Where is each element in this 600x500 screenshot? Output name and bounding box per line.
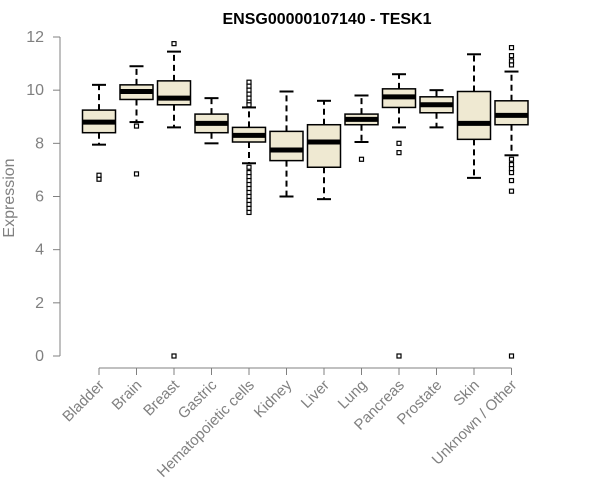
y-tick-label: 12 xyxy=(26,29,44,46)
iqr-box xyxy=(494,100,529,126)
box-gastric xyxy=(194,97,229,145)
outlier-point xyxy=(133,171,140,177)
y-tick-label: 10 xyxy=(26,82,44,99)
box-kidney xyxy=(269,90,304,198)
iqr-box xyxy=(456,90,492,141)
box-lung xyxy=(344,94,379,162)
y-tick-label: 6 xyxy=(35,189,44,206)
outlier-point xyxy=(508,188,515,194)
outlier-point xyxy=(171,41,177,47)
iqr-box xyxy=(306,123,342,169)
y-axis-label: Expression xyxy=(1,158,18,237)
box-liver xyxy=(306,99,342,201)
iqr-box xyxy=(269,130,304,162)
box-pancreas xyxy=(381,73,417,359)
outlier-point xyxy=(396,353,402,359)
y-tick-label: 4 xyxy=(35,242,44,259)
outlier-point xyxy=(133,123,140,129)
outlier-point xyxy=(508,156,515,162)
outlier-point xyxy=(396,150,402,156)
outlier-point xyxy=(246,102,252,108)
outlier-point xyxy=(508,45,515,51)
y-tick-label: 0 xyxy=(35,348,44,365)
outlier-point xyxy=(171,353,177,359)
outlier-point xyxy=(508,177,515,184)
category-label: Liver xyxy=(298,377,333,412)
box-brain xyxy=(119,65,154,177)
outlier-point xyxy=(508,53,515,59)
y-axis: 0 2 4 6 8 10 12 xyxy=(26,29,61,365)
box-breast xyxy=(156,41,192,359)
outlier-point xyxy=(246,164,252,170)
box-hematopoietic-cells xyxy=(231,79,267,216)
box-bladder xyxy=(81,83,117,182)
category-label: Skin xyxy=(450,377,483,410)
box-prostate xyxy=(419,89,454,129)
category-label: Bladder xyxy=(59,377,108,426)
outlier-point xyxy=(246,209,252,216)
outlier-point xyxy=(508,169,515,176)
outlier-point xyxy=(96,172,102,178)
iqr-box xyxy=(156,80,192,106)
box-unknown-other xyxy=(494,45,529,359)
outlier-point xyxy=(508,62,515,68)
y-tick-label: 8 xyxy=(35,135,44,152)
outlier-point xyxy=(358,156,365,162)
boxes-group xyxy=(81,41,529,359)
category-label: Kidney xyxy=(251,376,296,421)
outlier-point xyxy=(508,353,515,359)
chart-title: ENSG00000107140 - TESK1 xyxy=(222,11,431,28)
outlier-point xyxy=(396,140,402,146)
box-skin xyxy=(456,53,492,179)
y-tick-label: 2 xyxy=(35,295,44,312)
